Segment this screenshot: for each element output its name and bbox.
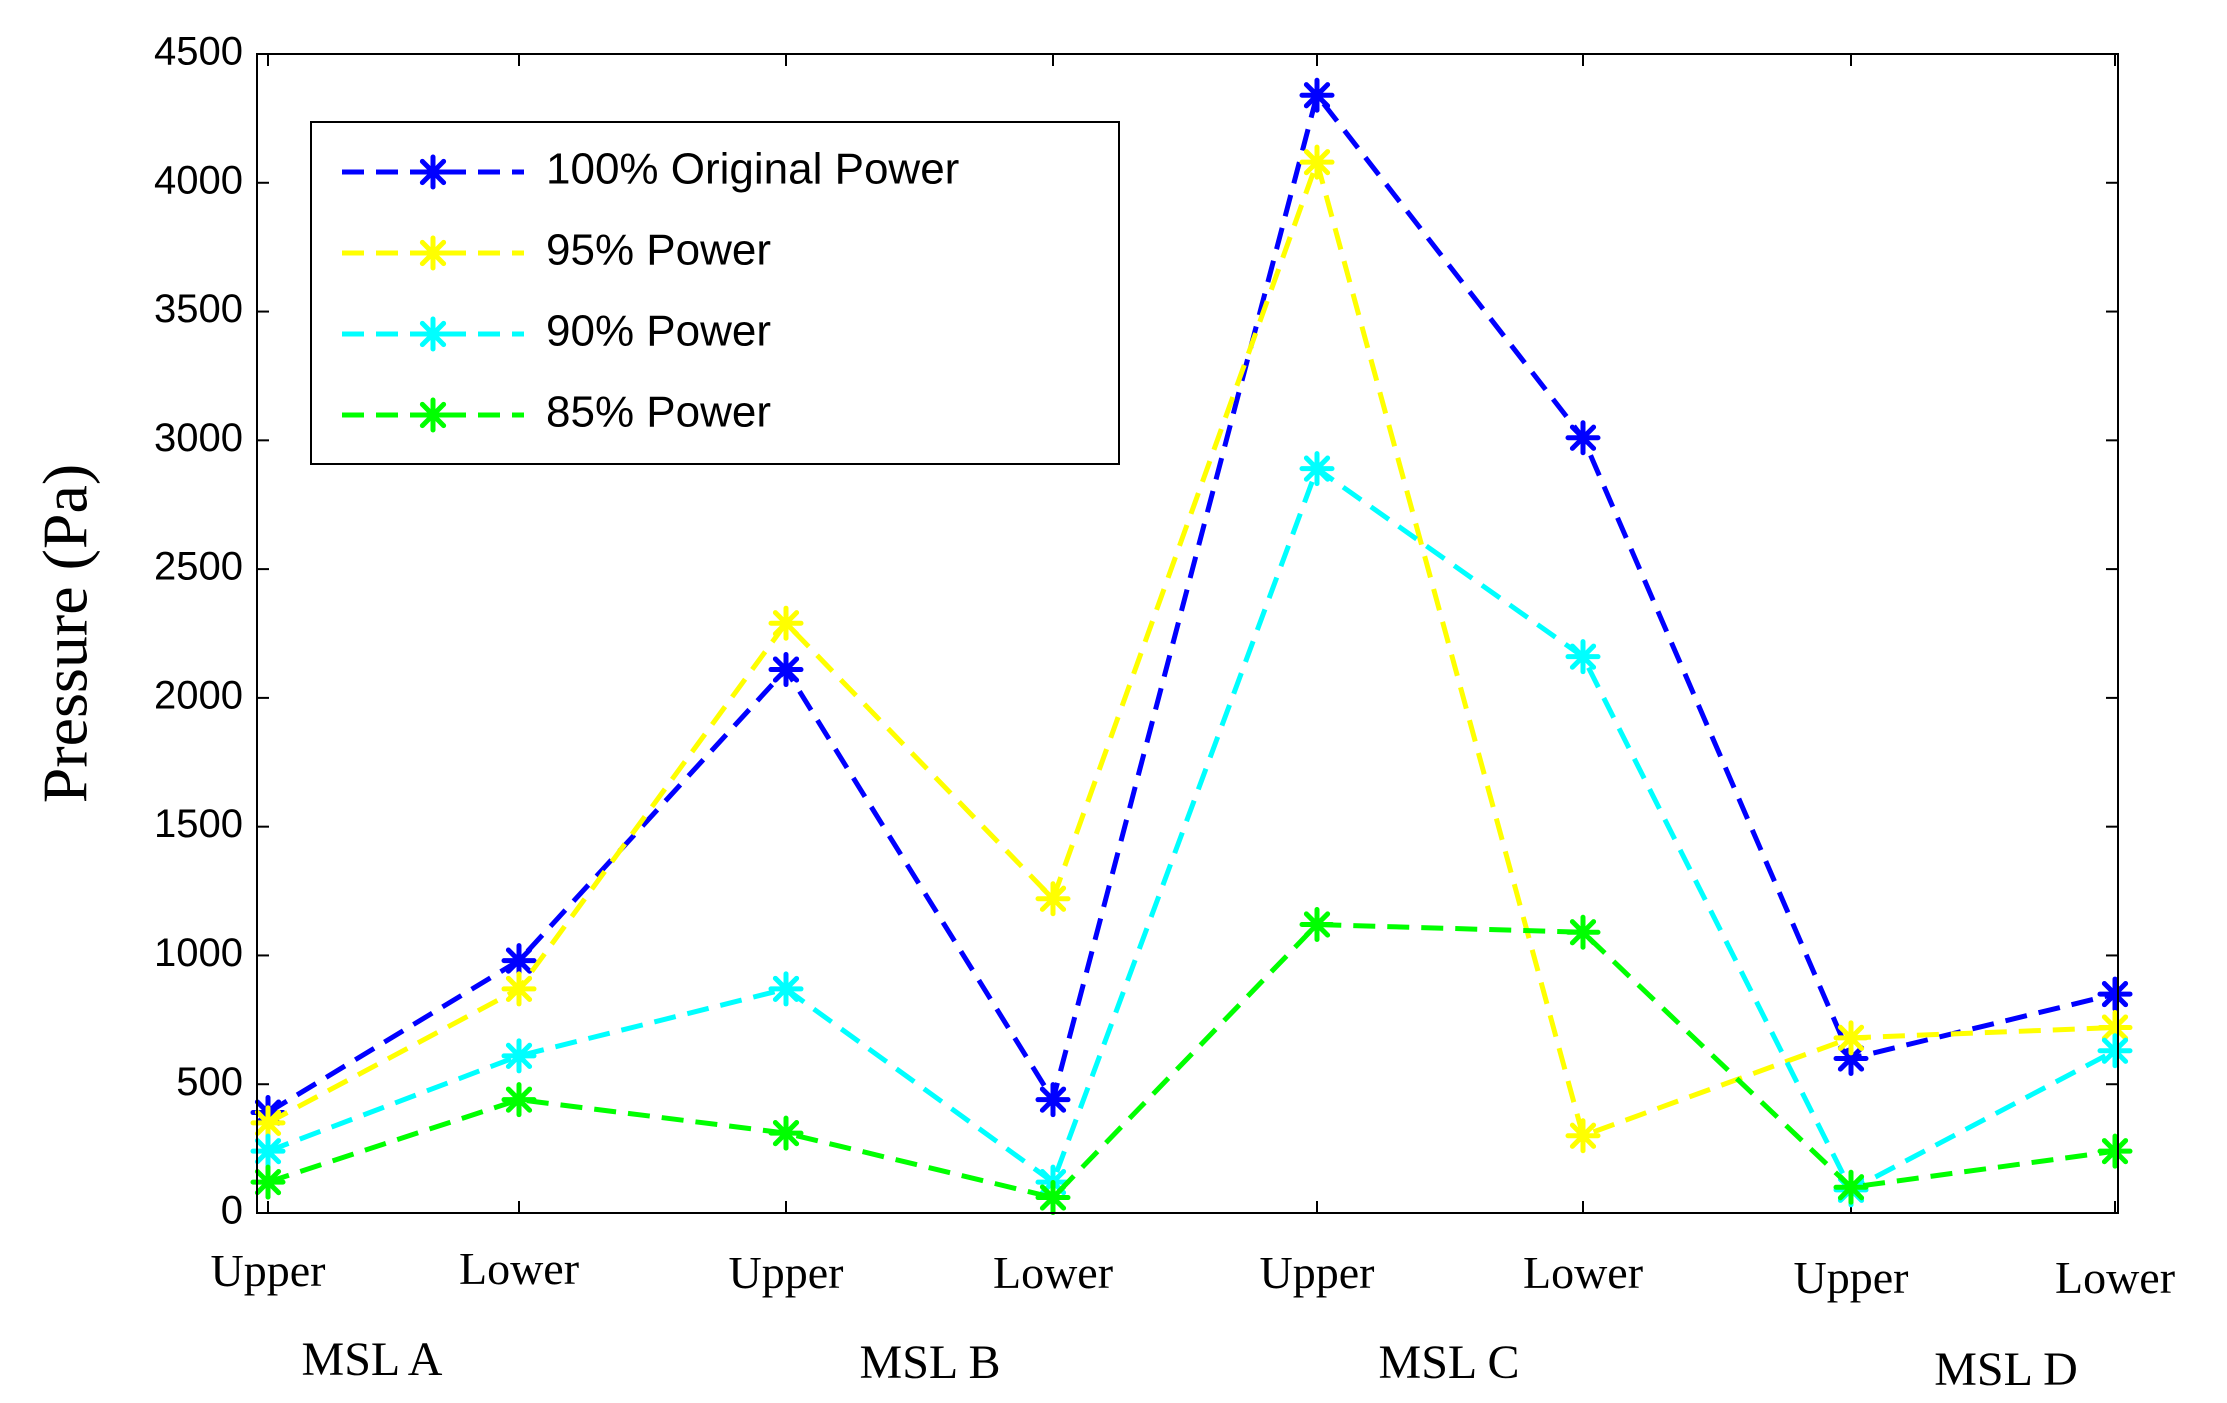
data-point xyxy=(1035,881,1071,917)
legend-label: 100% Original Power xyxy=(546,145,959,194)
legend-box xyxy=(310,121,1120,465)
y-tick-label: 4000 xyxy=(154,158,243,202)
legend-label: 95% Power xyxy=(546,226,771,275)
data-point xyxy=(2097,1133,2133,1169)
y-tick-label: 3000 xyxy=(154,416,243,460)
y-axis-ticks: 0 500 1000 1500 2000 2500 3000 3500 4000 4500 xyxy=(154,30,2118,1233)
data-point xyxy=(501,1038,537,1074)
series-layer xyxy=(250,77,2133,1216)
y-tick-label: 1500 xyxy=(154,802,243,846)
x-tick-label: Upper xyxy=(1260,1247,1375,1298)
series-line xyxy=(266,159,2116,1139)
series-line xyxy=(266,92,2116,1115)
data-point xyxy=(1299,77,1335,113)
y-tick-label: 0 xyxy=(221,1189,243,1233)
legend-label: 85% Power xyxy=(546,388,771,437)
data-point xyxy=(1565,639,1601,675)
data-point xyxy=(501,971,537,1007)
data-point xyxy=(1565,420,1601,456)
data-point xyxy=(1833,1169,1869,1205)
x-tick-label: Lower xyxy=(993,1247,1113,1298)
x-axis-ticks: Upper Lower Upper Lower Upper Lower Upper Lower xyxy=(211,54,2175,1303)
x-tick-label: Upper xyxy=(1794,1252,1909,1303)
x-tick-label: Upper xyxy=(729,1247,844,1298)
y-tick-label: 4500 xyxy=(154,30,243,74)
series-line xyxy=(267,466,2117,1193)
x-tick-label: Lower xyxy=(2055,1252,2175,1303)
group-label: MSL C xyxy=(1379,1336,1520,1389)
series-3 xyxy=(250,907,2133,1216)
data-point xyxy=(2097,976,2133,1012)
y-axis-label: Pressure (Pa) xyxy=(30,464,101,803)
data-point xyxy=(1833,1020,1869,1056)
data-point xyxy=(250,1105,286,1141)
series-0 xyxy=(250,77,2133,1131)
x-tick-label: Lower xyxy=(459,1243,579,1294)
y-tick-label: 500 xyxy=(176,1060,243,1104)
legend-entry: 95% Power xyxy=(342,226,771,275)
x-tick-label: Upper xyxy=(211,1245,326,1296)
series-1 xyxy=(250,144,2133,1154)
series-line xyxy=(267,922,2116,1201)
group-label: MSL A xyxy=(302,1333,443,1386)
data-point xyxy=(768,605,804,641)
legend-marker xyxy=(415,154,451,190)
data-point xyxy=(1299,451,1335,487)
data-point xyxy=(768,652,804,688)
group-label: MSL B xyxy=(860,1336,1001,1389)
data-point xyxy=(768,971,804,1007)
y-tick-label: 2000 xyxy=(154,673,243,717)
legend-marker xyxy=(415,397,451,433)
x-axis-groups: MSL A MSL B MSL C MSL D xyxy=(302,1333,2078,1396)
data-point xyxy=(1565,914,1601,950)
y-tick-label: 2500 xyxy=(154,545,243,589)
y-tick-label: 1000 xyxy=(154,931,243,975)
plot-frame xyxy=(256,53,2119,1214)
data-point xyxy=(501,1082,537,1118)
legend-label: 90% Power xyxy=(546,307,771,356)
legend-marker xyxy=(415,316,451,352)
data-point xyxy=(1565,1118,1601,1154)
data-point xyxy=(1299,907,1335,943)
data-point xyxy=(1299,144,1335,180)
legend-entry: 100% Original Power xyxy=(342,145,959,194)
legend: 100% Original Power 95% Power 90% Power 85%… xyxy=(310,121,1120,465)
data-point xyxy=(2097,1033,2133,1069)
legend-entry: 85% Power xyxy=(342,388,771,437)
group-label: MSL D xyxy=(1934,1343,2078,1396)
x-tick-label: Lower xyxy=(1523,1247,1643,1298)
data-point xyxy=(501,943,537,979)
data-point xyxy=(1035,1180,1071,1216)
data-point xyxy=(1035,1082,1071,1118)
data-point xyxy=(768,1115,804,1151)
legend-entry: 90% Power xyxy=(342,307,771,356)
y-tick-label: 3500 xyxy=(154,287,243,331)
legend-marker xyxy=(415,235,451,271)
